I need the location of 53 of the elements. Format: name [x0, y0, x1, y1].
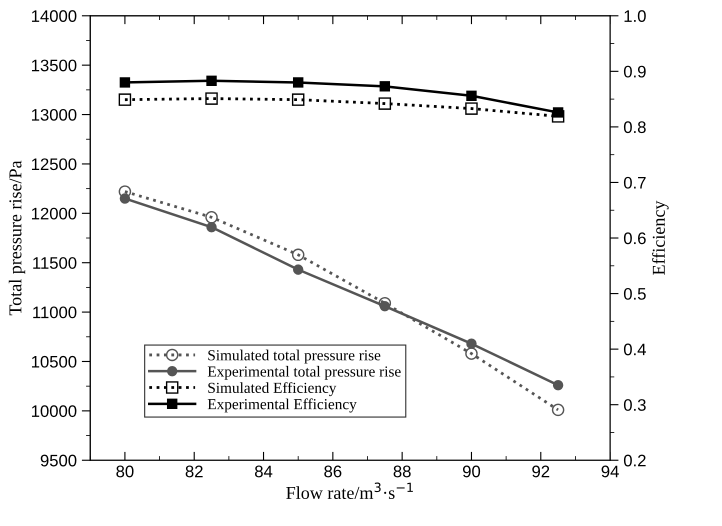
- x-tick-label: 82: [186, 466, 203, 478]
- y2-tick-label: 0.5: [624, 288, 646, 300]
- y2-tick-label: 0.6: [624, 232, 646, 244]
- point: [466, 90, 477, 101]
- point: [466, 338, 477, 349]
- y-tick-label: 11000: [33, 306, 76, 318]
- x-tick-label: 90: [462, 466, 480, 478]
- y-tick-label: 12500: [32, 158, 76, 170]
- y2-tick-label: 0.4: [624, 344, 646, 356]
- point: [120, 77, 130, 88]
- x-axis-title: Flow rate/m$^{3}$·s$^{−1}$: [286, 482, 413, 500]
- point: [465, 347, 478, 360]
- point: [292, 264, 304, 275]
- y2-tick-label: 0.3: [624, 399, 646, 411]
- y2-tick-label: 0.9: [624, 66, 646, 78]
- x-tick-label: 84: [254, 466, 272, 478]
- legend-label: Simulated total pressure rise: [208, 350, 380, 364]
- point: [552, 404, 564, 416]
- y-tick-label: 9500: [40, 454, 76, 466]
- y-tick-label: 14000: [32, 10, 76, 22]
- y-tick-label: 13000: [32, 108, 76, 121]
- point: [552, 380, 564, 390]
- y-tick-label: 10500: [32, 356, 76, 368]
- x-tick-label: 88: [394, 466, 411, 478]
- y-tick-label: 10000: [32, 405, 76, 418]
- point: [465, 102, 478, 115]
- y2-tick-label: 1.0: [624, 10, 646, 22]
- y-tick-label: 12000: [32, 208, 76, 220]
- y2-tick-label: 0.7: [624, 176, 646, 189]
- x-tick-label: 86: [324, 466, 342, 478]
- point: [206, 222, 217, 232]
- legend-label: Experimental total pressure rise: [208, 366, 401, 380]
- point: [206, 76, 217, 86]
- y-axis-title: Total pressure rise/Pa: [8, 160, 26, 316]
- point: [118, 93, 132, 106]
- point: [292, 248, 304, 262]
- legend-label: Simulated Efficiency: [208, 382, 336, 396]
- x-tick-label: 94: [602, 466, 619, 478]
- point: [378, 97, 392, 110]
- legend-label: Experimental Efficiency: [208, 398, 357, 412]
- x-tick-label: 80: [116, 466, 134, 478]
- x-tick-label: 92: [532, 466, 550, 478]
- point: [292, 77, 304, 88]
- point: [552, 110, 564, 123]
- y2-tick-label: 0.8: [624, 121, 646, 134]
- point: [205, 211, 218, 224]
- point: [380, 81, 390, 92]
- point: [205, 92, 218, 105]
- y-tick-label: 13500: [32, 60, 76, 72]
- y-tick-label: 11500: [33, 257, 76, 269]
- y2-axis-title: Efficiency: [652, 200, 669, 275]
- point: [292, 93, 304, 106]
- y2-tick-label: 0.2: [624, 454, 646, 466]
